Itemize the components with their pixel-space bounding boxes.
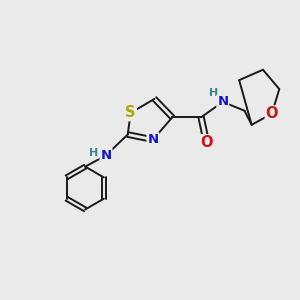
Text: O: O: [266, 106, 278, 121]
Text: N: N: [100, 149, 112, 162]
Text: N: N: [147, 133, 158, 146]
Text: O: O: [200, 135, 213, 150]
Text: N: N: [217, 95, 228, 108]
Text: S: S: [125, 105, 136, 120]
Text: H: H: [89, 148, 98, 158]
Text: H: H: [209, 88, 218, 98]
